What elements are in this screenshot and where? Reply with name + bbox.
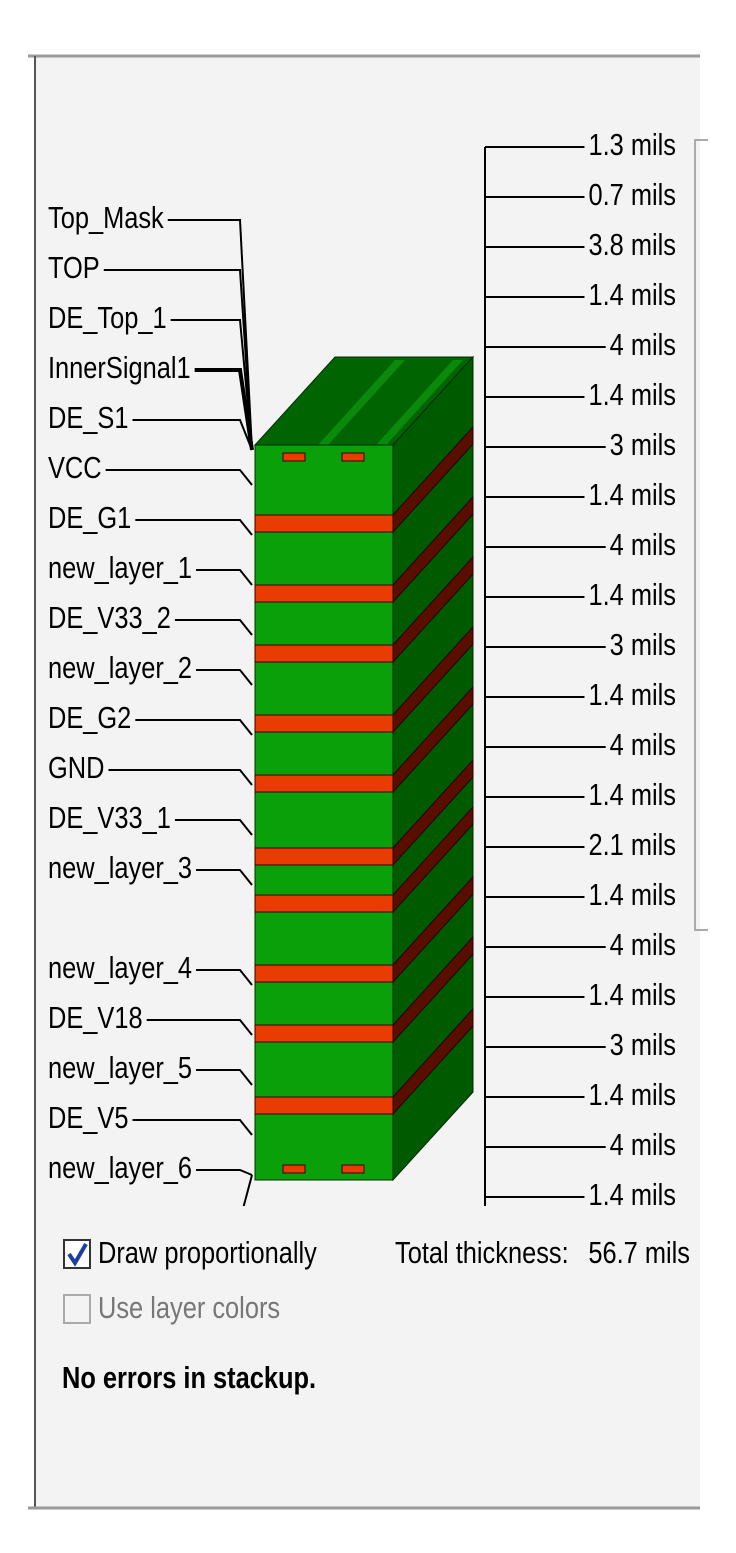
layer-label: TOP xyxy=(48,251,100,286)
layer-label: DE_V5 xyxy=(48,1101,128,1136)
layer-label: new_layer_2 xyxy=(48,651,192,686)
thickness-label: 1.3 mils xyxy=(588,128,676,163)
layer-label: DE_V33_2 xyxy=(48,601,171,636)
layer-label: new_layer_4 xyxy=(48,951,192,986)
thickness-label: 3.8 mils xyxy=(588,228,676,263)
layer-label: new_layer_6 xyxy=(48,1151,192,1186)
leader-line xyxy=(167,219,253,451)
thickness-label: 2.1 mils xyxy=(588,828,676,863)
leader-line xyxy=(196,669,253,686)
copper-layer xyxy=(254,514,394,533)
text-layer: 1.3 mils 0.7 mils 3.8 mils 1.4 mils 4 mils 1.… xyxy=(62,128,690,1396)
copper-layer xyxy=(254,644,394,663)
stack-front xyxy=(254,444,394,1181)
leader-line xyxy=(146,1019,253,1036)
layer-label: new_layer_3 xyxy=(48,851,192,886)
leader-line xyxy=(132,1119,253,1136)
layer-label: DE_S1 xyxy=(48,401,128,436)
layer-label: InnerSignal1 xyxy=(48,351,191,386)
thickness-label: 1.4 mils xyxy=(588,478,676,513)
copper-layer xyxy=(254,1096,394,1115)
layer-label: DE_Top_1 xyxy=(48,301,167,336)
thickness-label: 1.4 mils xyxy=(588,1078,676,1113)
layer-label: DE_V18 xyxy=(48,1001,143,1036)
thickness-label: 3 mils xyxy=(610,428,676,463)
layer-label: DE_G2 xyxy=(48,701,131,736)
copper-pad xyxy=(341,452,365,462)
leader-line xyxy=(174,819,253,836)
thickness-label: 4 mils xyxy=(610,928,676,963)
leader-line xyxy=(105,469,253,486)
leader-line xyxy=(196,1069,253,1086)
layer-label: DE_G4 xyxy=(48,1201,131,1236)
thickness-label: 1.4 mils xyxy=(588,278,676,313)
layer-label: Top_Mask xyxy=(48,201,165,236)
status-message: No errors in stackup. xyxy=(62,1361,316,1396)
copper-layer xyxy=(254,964,394,983)
checkmark xyxy=(67,1242,88,1267)
copper-layer xyxy=(254,714,394,733)
copper-layer xyxy=(254,584,394,603)
thickness-label: 4 mils xyxy=(610,528,676,563)
thickness-label: 0.7 mils xyxy=(588,178,676,213)
layer-label: VCC xyxy=(48,451,102,486)
copper-layer xyxy=(254,774,394,793)
leader-line xyxy=(135,519,253,536)
leader-line xyxy=(174,619,253,636)
leader-line xyxy=(242,1174,253,1206)
checkbox-label: Draw proportionally xyxy=(98,1236,318,1271)
leader-line xyxy=(108,769,253,786)
total-value: 56.7 mils xyxy=(588,1236,690,1271)
thickness-label: 1.4 mils xyxy=(588,778,676,813)
layer-label: DE_V33_1 xyxy=(48,801,171,836)
copper-layer xyxy=(254,894,394,913)
thickness-label: 4 mils xyxy=(610,728,676,763)
leader-line xyxy=(103,269,253,451)
copper-pad xyxy=(282,1164,306,1174)
copper-layer xyxy=(254,1024,394,1043)
thickness-label: 4 mils xyxy=(610,328,676,363)
checkbox[interactable] xyxy=(63,1294,91,1324)
checkbox-label: Use layer colors xyxy=(98,1291,280,1326)
thickness-label: 3 mils xyxy=(610,1028,676,1063)
thickness-label: 1.4 mils xyxy=(588,878,676,913)
thickness-label: 3 mils xyxy=(610,628,676,663)
copper-pad xyxy=(341,1164,365,1174)
stack-top-groove xyxy=(318,360,405,445)
stack-top-groove xyxy=(376,360,463,445)
layer-label: DE_G1 xyxy=(48,501,131,536)
thickness-label: 1.4 mils xyxy=(588,978,676,1013)
stackup-drawing xyxy=(103,146,606,1206)
leader-line xyxy=(196,1169,253,1176)
leader-line xyxy=(132,419,253,451)
leader-line xyxy=(196,969,253,986)
scroll-frame xyxy=(694,139,708,931)
layer-label: GND xyxy=(48,751,104,786)
copper-pad xyxy=(282,452,306,462)
leader-line xyxy=(135,719,253,736)
leader-line xyxy=(194,368,254,451)
leader-line xyxy=(196,869,253,886)
thickness-label: 4 mils xyxy=(610,1128,676,1163)
layer-label-group: Top_Mask TOP DE_Top_1 InnerSignal1 DE_S1 VCC D… xyxy=(48,201,192,1236)
thickness-label: 1.4 mils xyxy=(588,578,676,613)
leader-line xyxy=(170,319,253,451)
layer-label: new_layer_1 xyxy=(48,551,192,586)
layer-labels: Top_Mask TOP DE_Top_1 InnerSignal1 DE_S1 VCC D… xyxy=(48,201,192,1236)
thickness-label: 1.4 mils xyxy=(588,678,676,713)
total-label: Total thickness: xyxy=(395,1236,569,1271)
thickness-label: 1.4 mils xyxy=(588,378,676,413)
leader-line xyxy=(196,569,253,586)
layer-label: new_layer_5 xyxy=(48,1051,192,1086)
thickness-label: 1.4 mils xyxy=(588,1178,676,1213)
copper-layer xyxy=(254,847,394,866)
